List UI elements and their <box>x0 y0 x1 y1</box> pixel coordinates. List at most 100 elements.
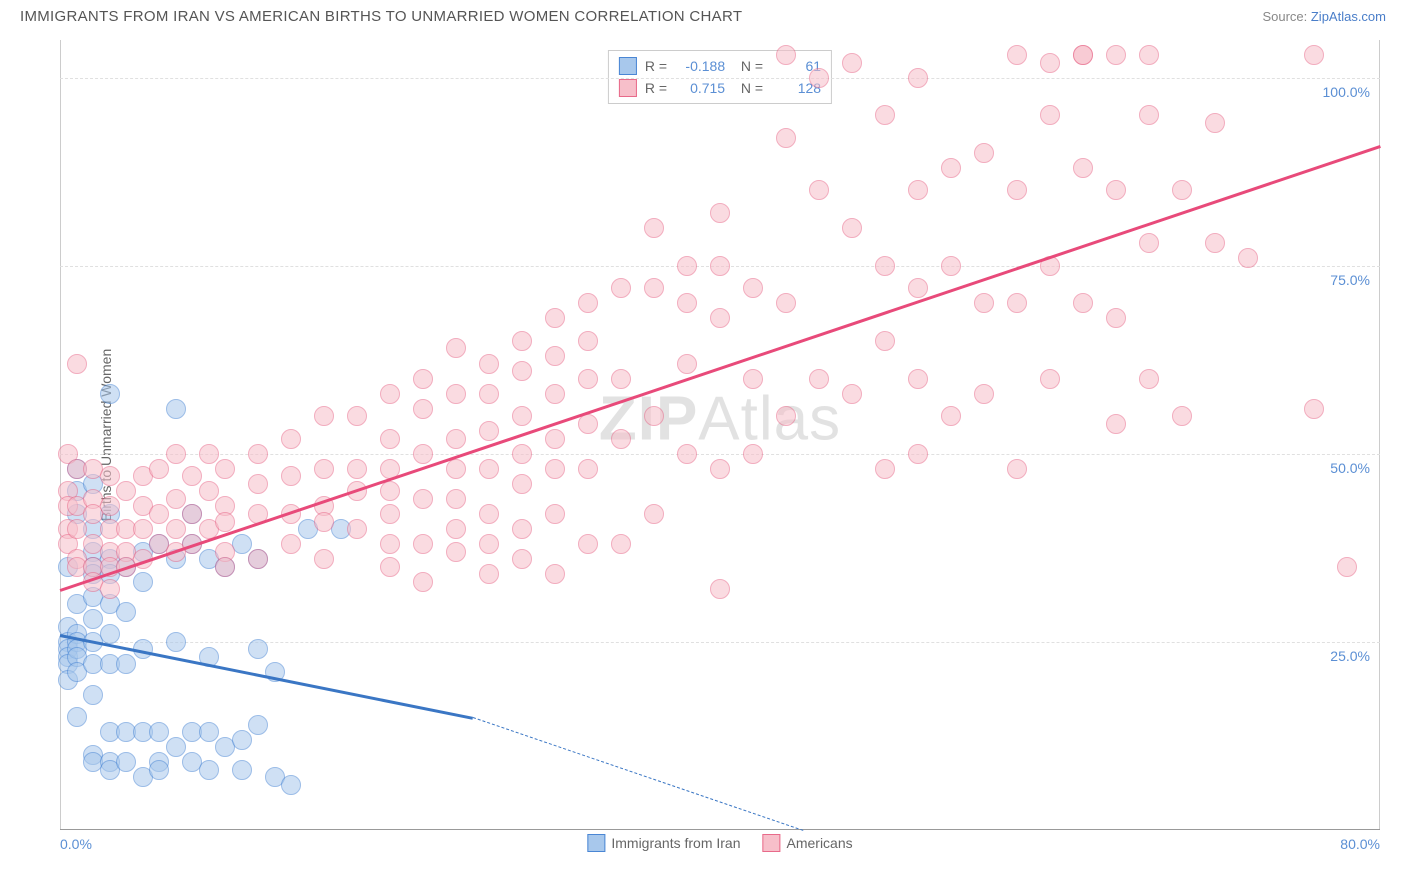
data-point <box>248 639 268 659</box>
data-point <box>1007 293 1027 313</box>
data-point <box>182 466 202 486</box>
data-point <box>413 399 433 419</box>
data-point <box>1073 293 1093 313</box>
data-point <box>908 278 928 298</box>
x-tick-label: 0.0% <box>60 836 92 852</box>
data-point <box>545 459 565 479</box>
data-point <box>512 519 532 539</box>
data-point <box>644 406 664 426</box>
data-point <box>1106 414 1126 434</box>
data-point <box>1040 53 1060 73</box>
data-point <box>941 158 961 178</box>
data-point <box>1139 105 1159 125</box>
data-point <box>413 369 433 389</box>
series-legend: Immigrants from IranAmericans <box>587 834 852 852</box>
data-point <box>545 308 565 328</box>
data-point <box>710 203 730 223</box>
data-point <box>100 496 120 516</box>
y-tick-label: 75.0% <box>1330 272 1370 288</box>
data-point <box>743 369 763 389</box>
data-point <box>578 293 598 313</box>
source-link[interactable]: ZipAtlas.com <box>1311 9 1386 24</box>
data-point <box>347 406 367 426</box>
data-point <box>166 399 186 419</box>
data-point <box>1205 233 1225 253</box>
data-point <box>116 654 136 674</box>
data-point <box>1106 180 1126 200</box>
data-point <box>842 218 862 238</box>
data-point <box>281 429 301 449</box>
data-point <box>776 293 796 313</box>
data-point <box>1007 180 1027 200</box>
data-point <box>199 760 219 780</box>
data-point <box>380 557 400 577</box>
data-point <box>479 421 499 441</box>
data-point <box>347 459 367 479</box>
data-point <box>776 128 796 148</box>
legend-swatch <box>763 834 781 852</box>
data-point <box>644 218 664 238</box>
data-point <box>1007 459 1027 479</box>
data-point <box>281 775 301 795</box>
data-point <box>974 293 994 313</box>
data-point <box>166 444 186 464</box>
data-point <box>133 519 153 539</box>
data-point <box>413 489 433 509</box>
data-point <box>446 489 466 509</box>
data-point <box>1337 557 1357 577</box>
data-point <box>1073 45 1093 65</box>
y-tick-label: 100.0% <box>1323 84 1370 100</box>
data-point <box>83 609 103 629</box>
data-point <box>446 338 466 358</box>
x-tick-label: 80.0% <box>1340 836 1380 852</box>
data-point <box>479 459 499 479</box>
data-point <box>116 602 136 622</box>
data-point <box>1304 399 1324 419</box>
legend-swatch <box>587 834 605 852</box>
data-point <box>578 331 598 351</box>
data-point <box>479 504 499 524</box>
legend-r-label: R = <box>645 80 667 96</box>
data-point <box>248 549 268 569</box>
data-point <box>611 278 631 298</box>
data-point <box>644 278 664 298</box>
data-point <box>974 143 994 163</box>
data-point <box>149 722 169 742</box>
data-point <box>413 444 433 464</box>
data-point <box>578 534 598 554</box>
data-point <box>677 354 697 374</box>
data-point <box>710 256 730 276</box>
data-point <box>413 534 433 554</box>
data-point <box>248 715 268 735</box>
data-point <box>512 549 532 569</box>
data-point <box>677 293 697 313</box>
data-point <box>314 549 334 569</box>
data-point <box>347 519 367 539</box>
data-point <box>1205 113 1225 133</box>
data-point <box>248 444 268 464</box>
data-point <box>100 624 120 644</box>
data-point <box>446 459 466 479</box>
data-point <box>578 369 598 389</box>
data-point <box>710 308 730 328</box>
data-point <box>545 564 565 584</box>
data-point <box>232 760 252 780</box>
data-point <box>512 406 532 426</box>
data-point <box>166 489 186 509</box>
data-point <box>479 354 499 374</box>
data-point <box>67 354 87 374</box>
data-point <box>479 384 499 404</box>
data-point <box>232 730 252 750</box>
legend-r-value: -0.188 <box>675 58 725 74</box>
trend-line-extrapolated <box>472 717 802 831</box>
data-point <box>1304 45 1324 65</box>
data-point <box>314 459 334 479</box>
data-point <box>1139 45 1159 65</box>
scatter-plot: ZIPAtlas R =-0.188 N =61R =0.715 N =128 … <box>60 40 1380 830</box>
data-point <box>479 564 499 584</box>
data-point <box>1238 248 1258 268</box>
data-point <box>281 466 301 486</box>
data-point <box>116 481 136 501</box>
data-point <box>941 406 961 426</box>
data-point <box>710 459 730 479</box>
